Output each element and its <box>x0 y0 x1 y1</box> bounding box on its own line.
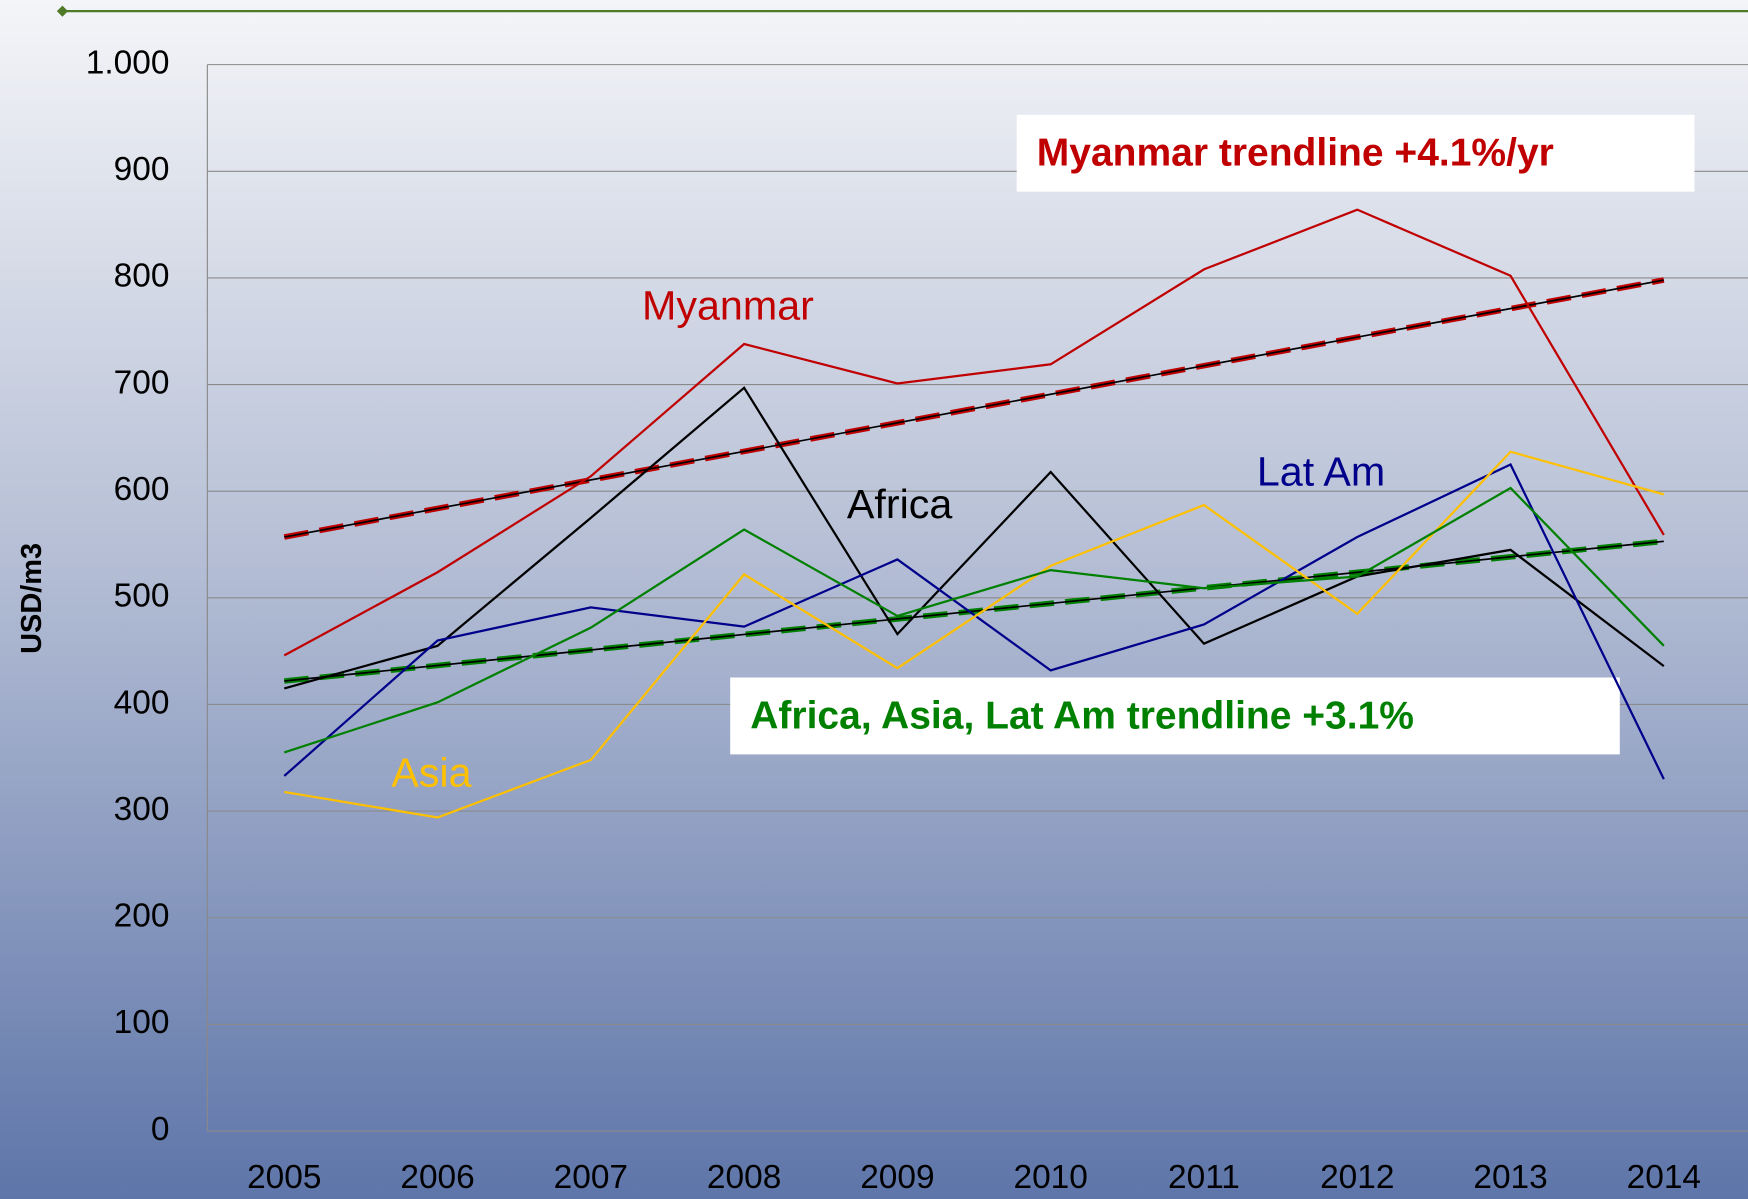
series-line <box>283 386 1665 690</box>
series-line <box>283 486 1665 754</box>
y-tick-label: 100 <box>114 1004 170 1041</box>
series-line <box>283 208 1665 657</box>
y-tick-label: 400 <box>114 684 170 721</box>
x-tick-label: 2006 <box>400 1159 474 1196</box>
series-label: Myanmar <box>642 283 814 329</box>
x-tick-label: 2010 <box>1014 1159 1088 1196</box>
annotation: Africa, Asia, Lat Am trendline +3.1% <box>750 694 1414 737</box>
y-tick-label: 500 <box>114 578 170 615</box>
trendline-fit <box>284 279 1664 538</box>
annotation: Myanmar trendline +4.1%/yr <box>1037 132 1554 175</box>
x-tick-label: 2008 <box>707 1159 781 1196</box>
annotation-box <box>1016 114 1695 192</box>
x-tick-label: 2011 <box>1168 1159 1240 1196</box>
x-tick-label: 2005 <box>247 1159 321 1196</box>
series-line <box>283 463 1665 780</box>
series-label: Asia <box>391 749 471 795</box>
y-tick-label: 900 <box>114 151 170 188</box>
series-label: Lat Am <box>1257 449 1385 495</box>
series-label: Africa <box>847 481 952 527</box>
y-tick-label: 300 <box>114 791 170 828</box>
x-tick-label: 2012 <box>1320 1159 1394 1196</box>
y-tick-label: 600 <box>114 471 170 508</box>
x-tick-label: 2007 <box>554 1159 628 1196</box>
y-tick-label: 800 <box>114 258 170 295</box>
y-tick-label: 700 <box>114 364 170 401</box>
y-tick-label: 0 <box>151 1111 170 1148</box>
y-tick-label: 1.000 <box>86 44 170 81</box>
trendline-fit <box>284 540 1664 682</box>
x-tick-label: 2013 <box>1473 1159 1547 1196</box>
annotation-box <box>730 677 1620 755</box>
x-tick-label: 2014 <box>1627 1159 1701 1196</box>
y-tick-label: 200 <box>114 898 170 935</box>
x-tick-label: 2009 <box>860 1159 934 1196</box>
y-axis-label: USD/m3 <box>16 543 48 654</box>
